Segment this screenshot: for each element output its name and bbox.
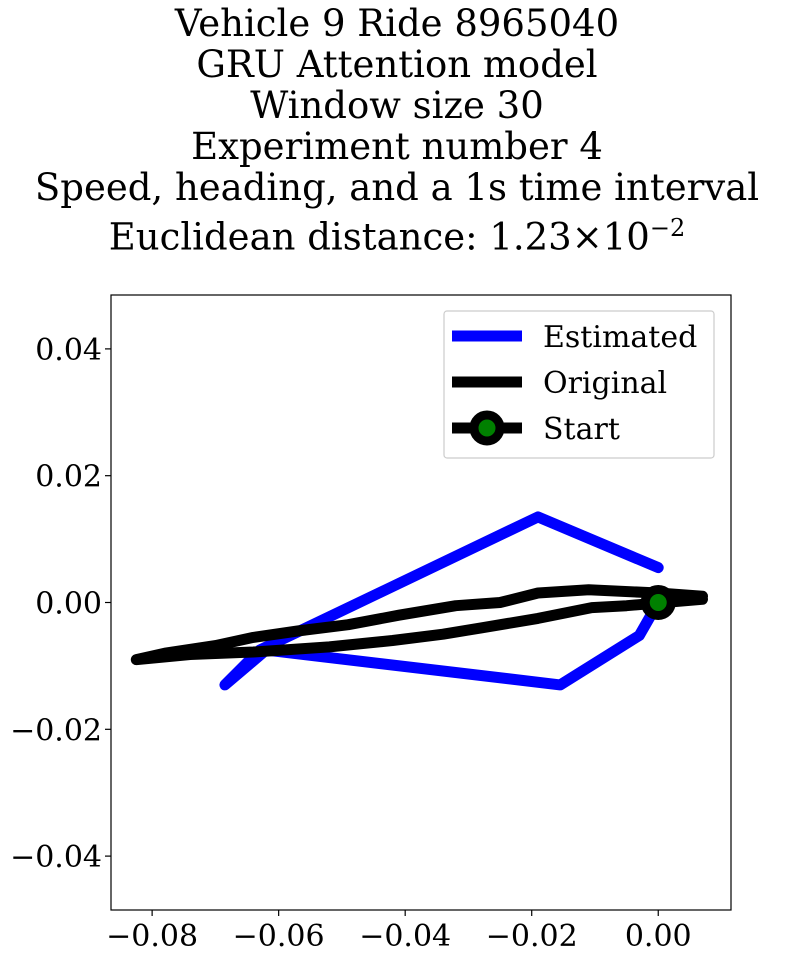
x-tick-label: −0.04 (359, 919, 451, 954)
start-marker-layer (640, 585, 676, 620)
title-line-2: GRU Attention model (196, 43, 598, 86)
legend-box (443, 310, 715, 459)
metric-mantissa: 1.23 (489, 215, 572, 259)
x-tick-label: −0.06 (233, 919, 325, 954)
y-tick-label: 0.02 (35, 460, 102, 495)
series-line-estimated (219, 511, 664, 691)
y-axis: 0.04 0.02 0.00 −0.02 −0.04 (10, 333, 111, 875)
x-tick-label: −0.08 (106, 919, 198, 954)
metric-base: 10 (602, 215, 650, 259)
title-line-4: Experiment number 4 (191, 125, 603, 168)
title-line-3: Window size 30 (250, 84, 544, 127)
chart-title: Vehicle 9 Ride 8965040 GRU Attention mod… (0, 0, 794, 257)
x-tick-label: 0.00 (625, 919, 692, 954)
legend: Estimated Original Start (443, 310, 715, 459)
y-tick-label: 0.04 (35, 333, 102, 368)
title-line-1: Vehicle 9 Ride 8965040 (174, 2, 620, 45)
title-metric-line: Euclidean distance: 1.23×10−2 (0, 208, 794, 257)
x-axis: −0.08 −0.06 −0.04 −0.02 0.00 (106, 910, 692, 954)
start-marker (640, 585, 676, 620)
legend-label-start: Start (543, 412, 620, 447)
metric-exponent: −2 (649, 214, 686, 242)
legend-label-original: Original (543, 366, 667, 401)
y-tick-label: 0.00 (35, 587, 102, 622)
series-line-original (130, 584, 708, 666)
y-tick-label: −0.02 (10, 713, 102, 748)
metric-label: Euclidean distance: (108, 215, 478, 259)
plot-lines (130, 511, 708, 691)
legend-marker-start (469, 410, 505, 446)
legend-label-estimated: Estimated (543, 320, 697, 355)
x-tick-label: −0.02 (486, 919, 578, 954)
y-tick-label: −0.04 (10, 840, 102, 875)
metric-times: × (571, 215, 603, 259)
title-line-5: Speed, heading, and a 1s time interval (34, 166, 760, 209)
